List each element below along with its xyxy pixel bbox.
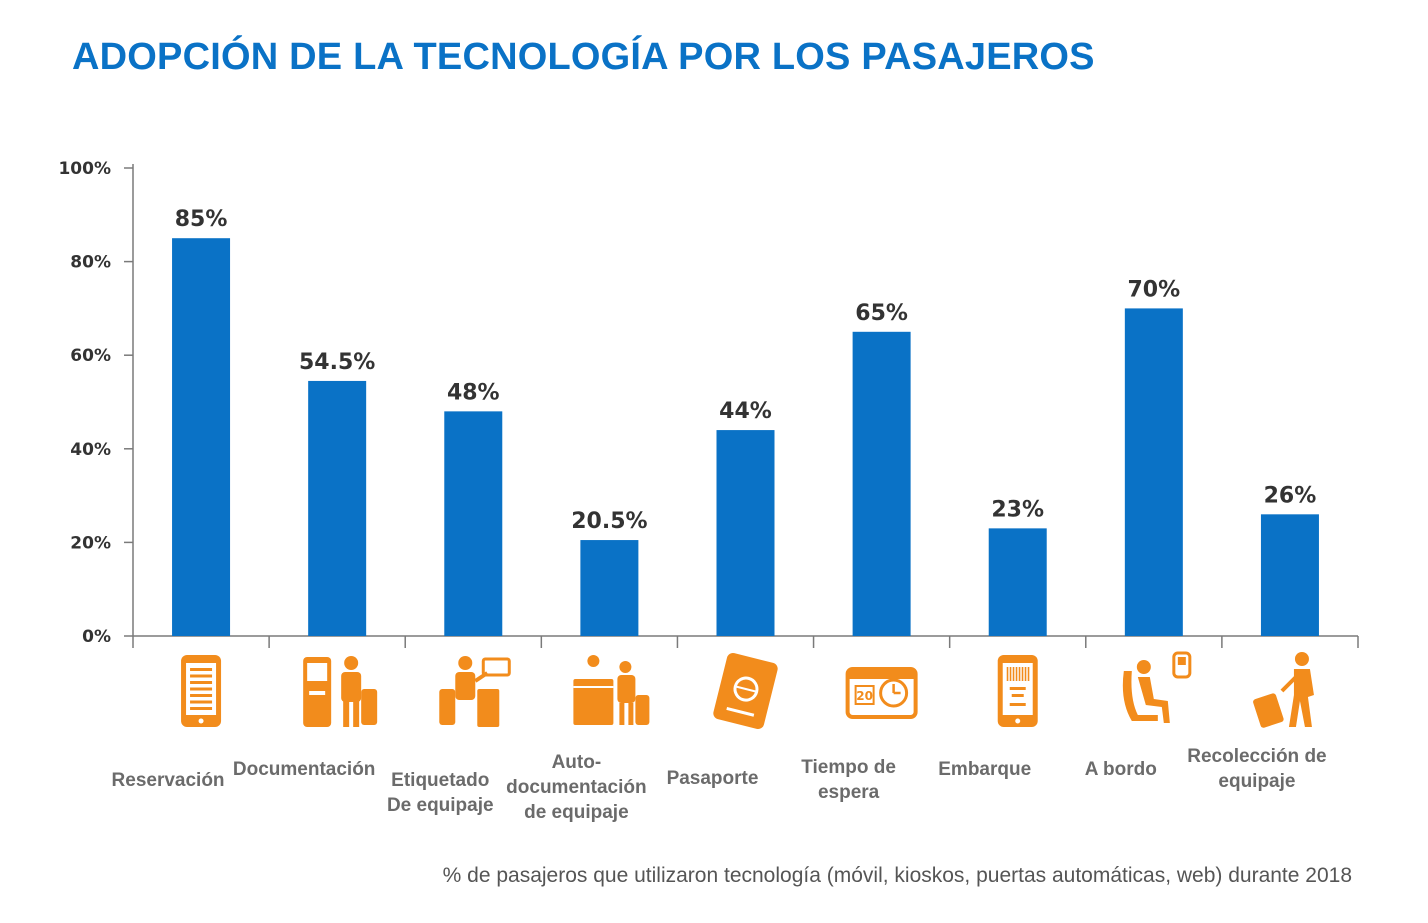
- y-tick-label: 100%: [58, 159, 111, 179]
- boarding-pass-icon: [997, 655, 1038, 727]
- y-tick-label: 0%: [82, 627, 111, 647]
- data-label: 70%: [1127, 277, 1180, 302]
- bar-9: [1260, 514, 1319, 636]
- category-label-line: Reservación: [111, 770, 225, 791]
- category-label-line: equipaje: [1218, 771, 1296, 792]
- onboard-icon: [1122, 651, 1192, 723]
- category-label: Pasaporte: [628, 766, 798, 791]
- y-tick-label: 80%: [70, 253, 111, 273]
- svg-text:20: 20: [856, 689, 873, 703]
- category-label: A bordo: [1036, 757, 1206, 782]
- y-tick-label: 60%: [70, 346, 111, 366]
- category-label-line: A bordo: [1084, 759, 1157, 780]
- category-label-line: Auto-: [551, 752, 602, 773]
- category-label-line: documentación: [506, 777, 647, 798]
- bar-7: [988, 528, 1047, 636]
- category-label: Reservación: [83, 768, 253, 793]
- baggage-claim-icon: [1253, 652, 1314, 728]
- category-label: Embarque: [900, 757, 1070, 782]
- bar-4: [580, 540, 639, 636]
- smartphone-icon: [181, 655, 222, 727]
- wait-time-icon: 20: [845, 667, 918, 719]
- data-label: 26%: [1264, 483, 1317, 508]
- data-label: 85%: [175, 207, 228, 232]
- data-label: 23%: [991, 497, 1044, 522]
- category-label-line: espera: [817, 782, 880, 803]
- bar-2: [308, 380, 367, 636]
- bar-5: [716, 430, 775, 636]
- category-label-line: Tiempo de: [801, 757, 896, 778]
- baggage-tag-icon: [439, 656, 511, 727]
- chart-title: ADOPCIÓN DE LA TECNOLOGÍA POR LOS PASAJE…: [72, 36, 1095, 78]
- data-label: 44%: [719, 399, 772, 424]
- data-label: 48%: [447, 380, 500, 405]
- category-label-line: De equipaje: [386, 795, 494, 816]
- bar-6: [852, 331, 911, 636]
- footnote: % de pasajeros que utilizaron tecnología…: [442, 864, 1352, 887]
- data-label: 54.5%: [299, 350, 375, 375]
- bag-drop-icon: [573, 655, 650, 725]
- bar-3: [444, 411, 503, 636]
- category-label: Etiquetado De equipaje: [355, 768, 525, 818]
- category-label: Recolección de equipaje: [1172, 744, 1342, 794]
- category-label: Documentación: [219, 757, 389, 782]
- kiosk-icon: [303, 656, 378, 727]
- category-label-line: Embarque: [938, 759, 1032, 780]
- category-label: Auto-documentación de equipaje: [491, 750, 661, 825]
- category-label-line: de equipaje: [524, 802, 629, 823]
- passport-icon: [713, 652, 778, 730]
- category-label-line: Pasaporte: [666, 768, 759, 789]
- data-label: 65%: [855, 301, 908, 326]
- y-tick-label: 20%: [70, 533, 111, 553]
- category-label-line: Recolección de: [1187, 746, 1327, 767]
- y-tick-label: 40%: [70, 440, 111, 460]
- category-label: Tiempo de espera: [764, 755, 934, 805]
- category-label-line: Etiquetado: [391, 770, 490, 791]
- bar-1: [172, 238, 231, 636]
- data-label: 20.5%: [571, 509, 647, 534]
- category-label-line: Documentación: [232, 759, 376, 780]
- bar-8: [1124, 308, 1183, 636]
